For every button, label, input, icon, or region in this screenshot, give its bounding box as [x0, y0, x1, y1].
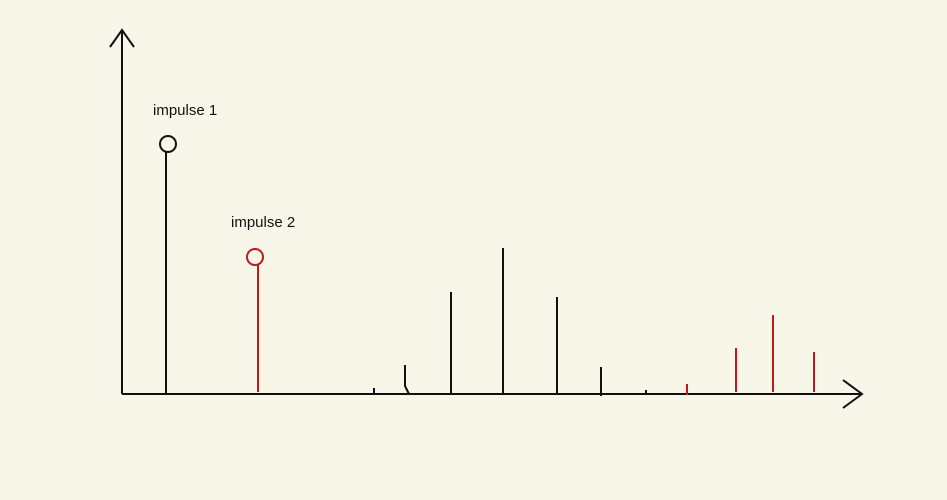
x-axis-arrowhead-icon: [842, 379, 864, 409]
impulse-1-marker-icon: [159, 135, 177, 153]
impulse-2-marker-icon: [246, 248, 264, 266]
impulse-1-label: impulse 1: [153, 102, 217, 119]
response-stem-black-2: [404, 365, 410, 395]
impulse-2-label: impulse 2: [231, 214, 295, 231]
y-axis-arrowhead-icon: [109, 28, 135, 48]
